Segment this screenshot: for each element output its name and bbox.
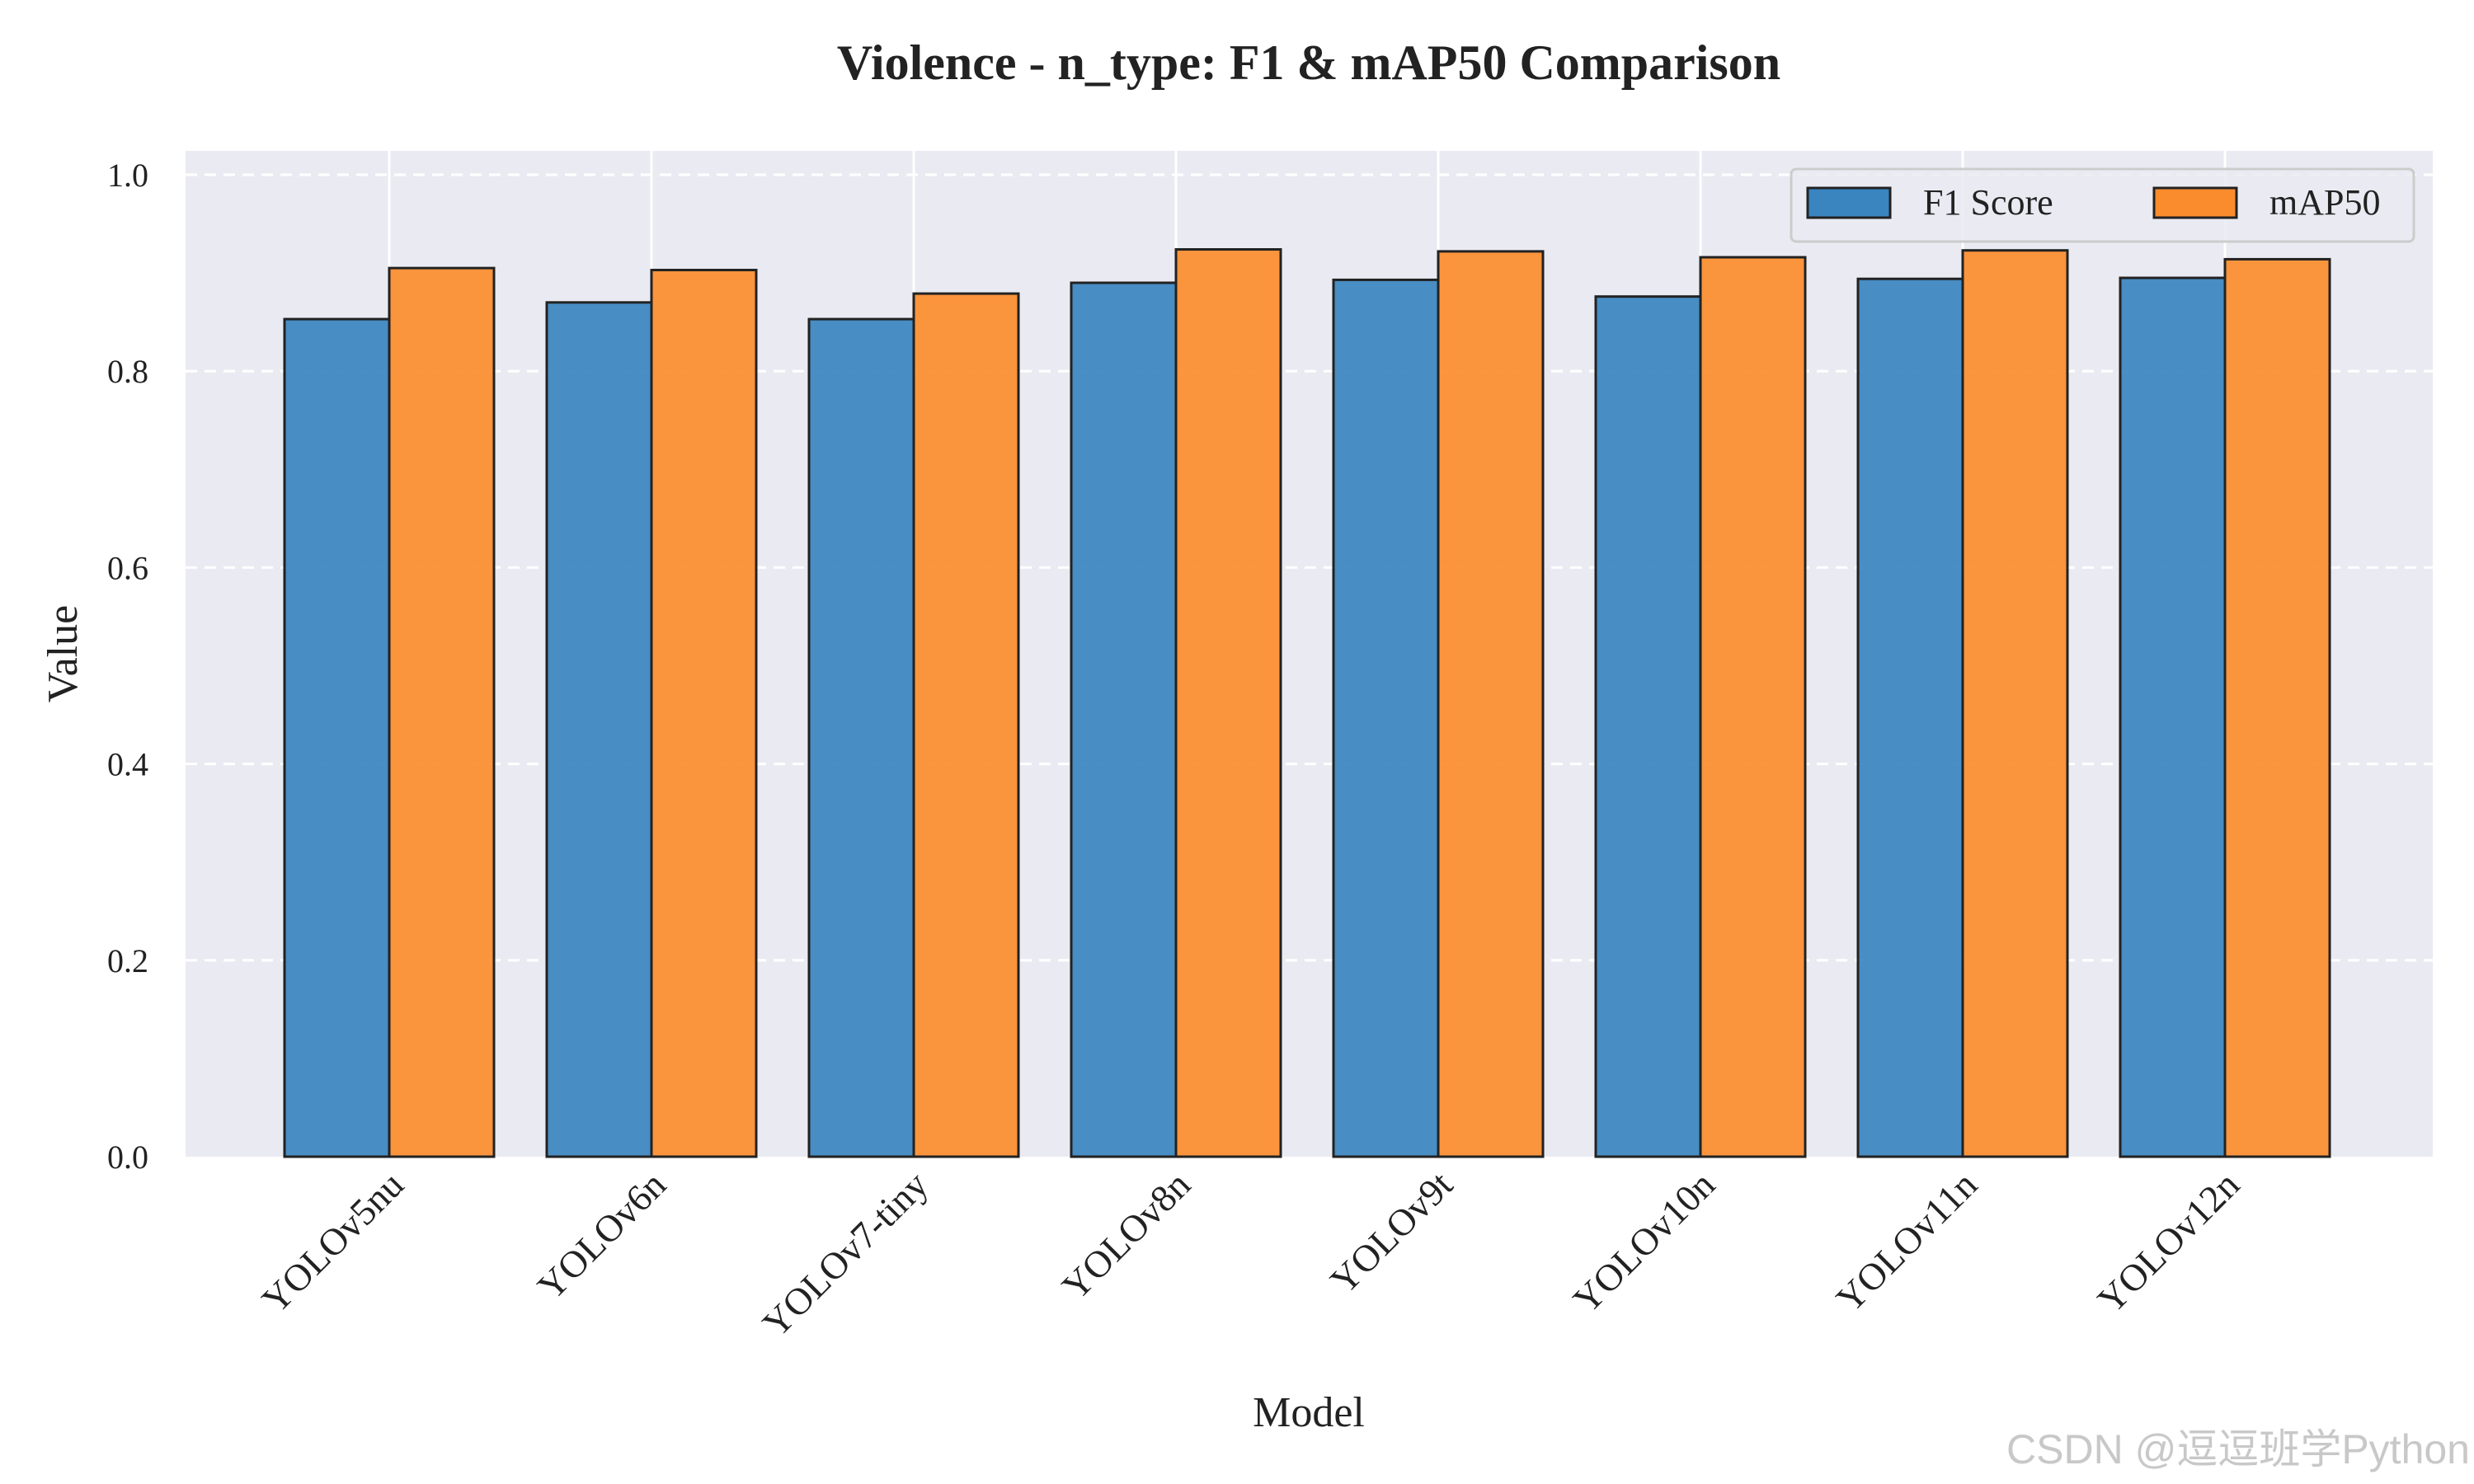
bar-f1-yolov5nu (283, 317, 391, 1158)
x-tick-label: YOLOv10n (1565, 1163, 1723, 1321)
y-tick-label: 0.0 (107, 1139, 148, 1176)
bar-f1-yolov11n (1856, 277, 1964, 1158)
bar-map50-yolov12n (2223, 257, 2331, 1158)
legend: F1 Score mAP50 (1790, 167, 2415, 243)
legend-label-f1: F1 Score (1923, 182, 2053, 223)
bar-map50-yolov10n (1699, 256, 1807, 1158)
legend-box (1790, 167, 2415, 243)
bar-map50-yolov5nu (388, 266, 496, 1158)
bar-map50-yolov7-tiny (912, 292, 1020, 1158)
y-tick-label: 0.2 (107, 942, 148, 979)
x-tick-label: YOLOv5nu (254, 1163, 412, 1321)
bar-f1-yolov7-tiny (807, 317, 915, 1158)
watermark: CSDN @逗逗班学Python (2006, 1426, 2470, 1472)
legend-swatch-map50 (2152, 186, 2238, 219)
x-tick-label: YOLOv12n (2090, 1163, 2247, 1321)
x-tick-label: YOLOv11n (1828, 1163, 1985, 1320)
legend-label-map50: mAP50 (2269, 182, 2380, 223)
y-axis-ticks: 0.0 0.2 0.4 0.6 0.8 1.0 (107, 157, 148, 1176)
legend-swatch-f1 (1806, 186, 1892, 219)
bar-f1-yolov6n (545, 301, 653, 1158)
x-tick-label: YOLOv8n (1054, 1163, 1198, 1308)
y-axis-label: Value (40, 605, 87, 702)
x-tick-label: YOLOv9t (1322, 1163, 1460, 1302)
x-tick-label: YOLOv6n (529, 1163, 674, 1308)
y-tick-label: 0.8 (107, 353, 148, 390)
y-tick-label: 0.6 (107, 549, 148, 586)
bars (283, 248, 2331, 1158)
plot-area (186, 151, 2433, 1157)
bar-f1-yolov9t (1332, 278, 1440, 1158)
bar-map50-yolov11n (1961, 249, 2069, 1158)
chart-title: Violence - n_type: F1 & mAP50 Comparison (837, 35, 1780, 90)
x-axis-label: Model (1253, 1389, 1365, 1436)
bar-f1-yolov8n (1070, 281, 1178, 1158)
y-tick-label: 1.0 (107, 157, 148, 194)
bar-map50-yolov9t (1437, 250, 1545, 1158)
x-axis-ticks: YOLOv5nu YOLOv6n YOLOv7-tiny YOLOv8n YOLOv9t… (254, 1163, 2247, 1345)
bar-f1-yolov10n (1594, 295, 1702, 1158)
bar-map50-yolov8n (1174, 248, 1282, 1158)
y-tick-label: 0.4 (107, 746, 148, 783)
x-tick-label: YOLOv7-tiny (755, 1163, 936, 1345)
bar-f1-yolov12n (2119, 276, 2227, 1158)
bar-map50-yolov6n (650, 269, 758, 1158)
